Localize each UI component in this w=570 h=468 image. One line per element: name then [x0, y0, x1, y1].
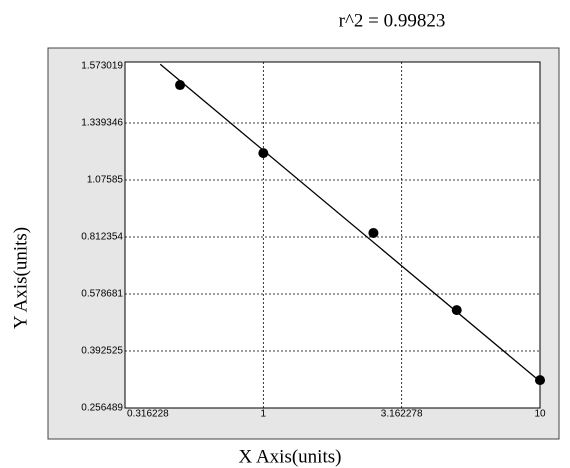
- x-tick-label: 10: [534, 409, 546, 420]
- y-tick-label: 0.256489: [81, 403, 123, 414]
- y-tick-label: 1.339346: [81, 118, 123, 129]
- y-tick-label: 1.573019: [81, 61, 123, 72]
- x-tick-label: 0.316228: [127, 409, 169, 420]
- data-point: [258, 148, 269, 159]
- y-tick-label: 0.812354: [81, 232, 123, 243]
- fit-line: [159, 63, 541, 382]
- data-point: [535, 375, 545, 386]
- data-point: [368, 227, 379, 238]
- data-point: [451, 305, 462, 316]
- x-tick-label: 3.162278: [381, 409, 423, 420]
- y-tick-label: 0.578681: [81, 289, 123, 300]
- y-tick-label: 1.07585: [87, 175, 124, 186]
- plot-area: [124, 61, 541, 409]
- x-tick-label: 1: [261, 409, 267, 420]
- chart-title: r^2 = 0.99823: [339, 10, 446, 31]
- y-axis-label: Y Axis(units): [10, 227, 31, 329]
- y-tick-label: 0.392525: [81, 346, 123, 357]
- x-axis-label: X Axis(units): [239, 446, 342, 467]
